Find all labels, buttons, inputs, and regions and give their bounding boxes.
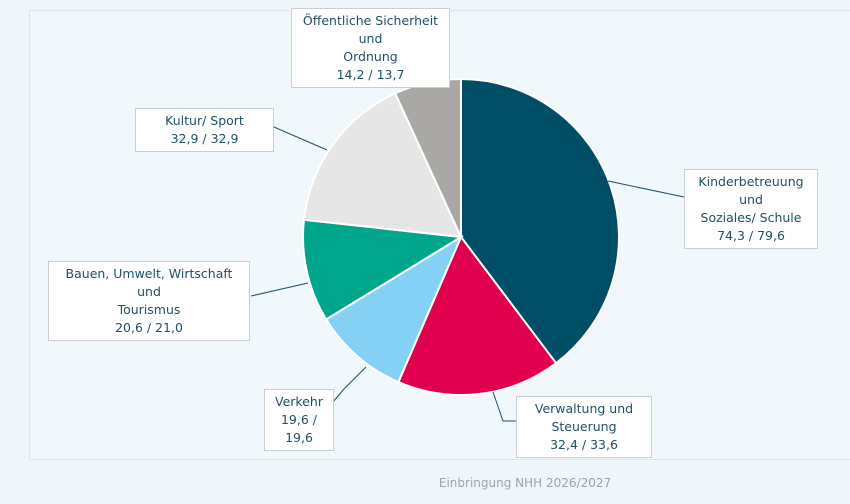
label-kultur: Kultur/ Sport 32,9 / 32,9 [135, 108, 274, 152]
leader-line-bauen [250, 282, 309, 297]
label-verkehr: Verkehr 19,6 / 19,6 [264, 389, 334, 451]
label-line: Soziales/ Schule [700, 210, 802, 225]
pie-slice-kultur [302, 92, 463, 239]
label-bauen: Bauen, Umwelt, Wirtschaft und Tourismus … [48, 261, 250, 341]
pie-slice-verwaltung [397, 235, 558, 396]
label-line: Kinderbetreuung und [698, 174, 804, 207]
label-line: Tourismus [117, 302, 181, 317]
label-sicherheit: Öffentliche Sicherheit und Ordnung 14,2 … [291, 8, 450, 88]
label-line: Bauen, Umwelt, Wirtschaft und [65, 266, 233, 299]
label-line: Kultur/ Sport [165, 113, 244, 128]
label-value: 20,6 / 21,0 [115, 320, 183, 335]
leader-line-kultur [273, 126, 328, 151]
pie-slice-kinderbetreuung [460, 77, 620, 365]
leader-line-verkehr [332, 366, 367, 403]
label-value: 74,3 / 79,6 [717, 228, 785, 243]
label-line: Öffentliche Sicherheit und [302, 13, 439, 46]
footer-source: Einbringung NHH 2026/2027 [0, 476, 850, 490]
label-value: 32,4 / 33,6 [550, 437, 618, 452]
label-line: Ordnung [343, 49, 398, 64]
footer-source-text: Einbringung NHH 2026/2027 [438, 476, 612, 490]
label-value: 32,9 / 32,9 [170, 131, 239, 146]
label-line: Verkehr [275, 394, 323, 409]
label-kinderbetreuung: Kinderbetreuung und Soziales/ Schule 74,… [684, 169, 818, 249]
pie-slice-verkehr [324, 234, 464, 384]
leader-line-verwaltung [492, 391, 516, 422]
label-line: Steuerung [551, 419, 617, 434]
leader-line-kinderbetreuung [607, 180, 685, 198]
label-value: 14,2 / 13,7 [336, 67, 405, 82]
pie-slice-bauen [302, 218, 465, 321]
label-line: Verwaltung und [534, 401, 634, 416]
label-value: 19,6 / 19,6 [280, 412, 318, 445]
label-verwaltung: Verwaltung und Steuerung 32,4 / 33,6 [516, 396, 652, 458]
